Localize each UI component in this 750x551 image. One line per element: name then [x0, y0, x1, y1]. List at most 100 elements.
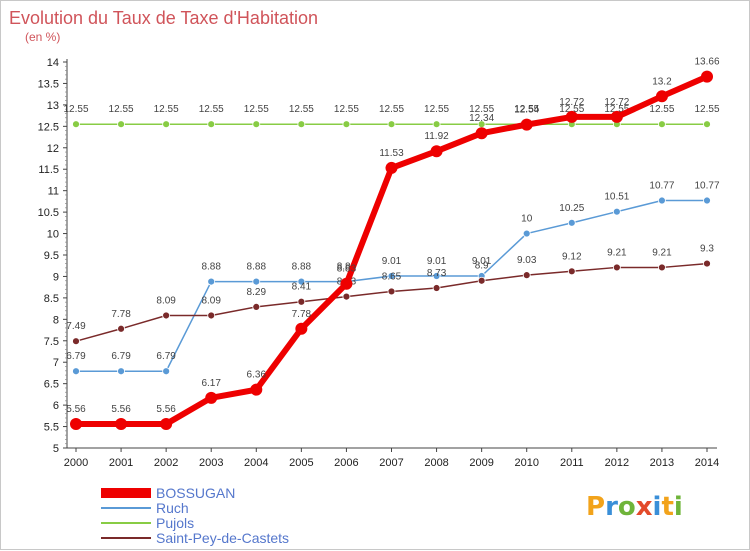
data-point: [387, 272, 396, 280]
data-label: 6.79: [111, 351, 131, 362]
data-point: [567, 267, 576, 276]
data-label: 5.56: [156, 404, 176, 415]
data-label: 9.12: [562, 251, 582, 262]
data-point: [162, 120, 171, 129]
data-point: [162, 367, 171, 376]
data-label: 12.55: [289, 104, 314, 115]
data-point: [432, 120, 441, 129]
x-tick-label: 2002: [154, 457, 178, 469]
y-tick-label: 8: [53, 314, 59, 326]
y-tick-label: 12: [47, 143, 59, 155]
data-point: [250, 383, 263, 396]
data-point: [160, 417, 173, 430]
data-point: [703, 196, 711, 205]
x-tick-label: 2013: [650, 457, 674, 469]
y-tick-label: 5: [53, 443, 59, 455]
data-point: [72, 367, 80, 376]
data-label: 8.88: [337, 262, 357, 273]
series-pujols: 12.55 12.55 12.55 12.55 12.55 12.55 12.55 12.55…: [63, 104, 720, 129]
data-point: [385, 161, 398, 174]
data-point: [297, 297, 306, 306]
data-label: 12.55: [199, 104, 224, 115]
data-label: 12.55: [514, 104, 539, 115]
y-tick-label: 13.5: [38, 78, 59, 90]
data-point: [252, 277, 261, 286]
data-label: 12.55: [334, 104, 359, 115]
x-tick-label: 2011: [560, 457, 584, 469]
data-label: 5.56: [66, 404, 86, 415]
data-point: [658, 196, 666, 205]
data-label: 12.72: [559, 97, 584, 108]
data-point: [72, 120, 80, 129]
series-saint-pey-de-castets: 7.497.788.098.098.298.418.538.658.738.99…: [66, 244, 714, 346]
chart-title: Evolution du Taux de Taxe d'Habitation: [9, 8, 318, 28]
axes: 55.566.577.588.599.51010.51111.51212.513…: [38, 57, 720, 469]
data-point: [522, 229, 531, 238]
proxiti-logo: Proxiti: [586, 492, 683, 522]
data-label: 11.92: [424, 131, 449, 142]
chart-subtitle: (en %): [25, 30, 60, 44]
data-label: 8.73: [427, 268, 447, 279]
data-label: 5.56: [111, 404, 131, 415]
legend-label: Ruch: [156, 500, 189, 516]
data-point: [658, 263, 666, 272]
data-label: 12.55: [694, 104, 719, 115]
data-label: 8.83: [337, 264, 357, 275]
data-point: [117, 367, 125, 376]
x-tick-label: 2012: [605, 457, 629, 469]
data-label: 9.3: [700, 244, 714, 255]
data-point: [703, 259, 711, 268]
data-label: 7.78: [292, 309, 312, 320]
data-label: 12.55: [649, 104, 674, 115]
y-tick-label: 7: [53, 357, 59, 369]
data-label: 12.55: [469, 104, 494, 115]
data-point: [432, 284, 441, 292]
data-label: 8.09: [156, 295, 176, 306]
y-tick-label: 11: [48, 186, 59, 198]
legend-label: Saint-Pey-de-Castets: [156, 530, 289, 546]
x-tick-label: 2005: [289, 457, 313, 469]
data-label: 9.01: [382, 256, 402, 267]
data-point: [297, 277, 306, 286]
data-label: 9.21: [652, 247, 672, 258]
y-tick-label: 5.5: [44, 422, 59, 434]
data-label: 8.88: [292, 262, 312, 273]
data-point: [610, 110, 623, 123]
y-tick-label: 9.5: [44, 250, 59, 262]
series-layer: 12.55 12.55 12.55 12.55 12.55 12.55 12.55 12.55…: [63, 57, 720, 430]
y-tick-label: 6: [53, 400, 59, 412]
series-line: [76, 199, 707, 372]
data-label: 6.79: [156, 351, 176, 362]
data-label: 10.77: [694, 181, 719, 192]
data-label: 8.9: [475, 261, 489, 272]
x-tick-label: 2010: [514, 457, 538, 469]
data-point: [567, 218, 576, 227]
data-label: 12.72: [604, 97, 629, 108]
y-tick-label: 10.5: [38, 207, 59, 219]
data-point: [252, 302, 261, 311]
y-tick-label: 8.5: [44, 293, 59, 305]
data-label: 12.55: [604, 104, 629, 115]
data-point: [70, 417, 82, 430]
x-tick-label: 2007: [379, 457, 403, 469]
data-label: 10.25: [559, 203, 584, 214]
data-label: 9.01: [472, 256, 492, 267]
data-label: 8.29: [247, 287, 267, 298]
data-label: 12.54: [514, 105, 539, 116]
svg-text:Proxiti: Proxiti: [586, 492, 683, 522]
data-point: [207, 277, 216, 286]
data-point: [430, 145, 443, 158]
data-point: [565, 110, 578, 123]
data-label: 9.01: [427, 256, 447, 267]
data-label: 12.55: [154, 104, 179, 115]
legend-swatch: [101, 522, 151, 524]
y-tick-label: 12.5: [38, 121, 59, 133]
data-point: [655, 90, 668, 103]
data-point: [520, 118, 533, 131]
data-point: [658, 120, 666, 129]
data-point: [701, 70, 713, 83]
data-point: [117, 120, 125, 129]
data-label: 8.09: [201, 295, 221, 306]
